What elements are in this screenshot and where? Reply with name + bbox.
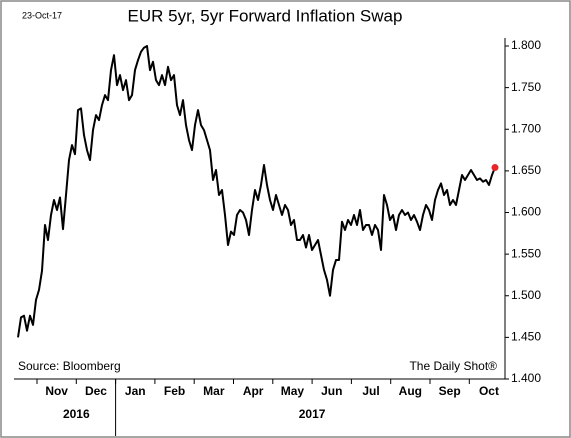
x-tick-label: Feb — [164, 384, 185, 398]
x-tick-label: Jun — [321, 384, 342, 398]
date-label: 23-Oct-17 — [22, 10, 62, 20]
y-tick-label: 1.400 — [511, 371, 541, 385]
chart-title: EUR 5yr, 5yr Forward Inflation Swap — [128, 6, 403, 25]
year-label: 2016 — [63, 407, 90, 421]
source-note: Source: Bloomberg — [18, 359, 121, 373]
x-tick-label: Sep — [439, 384, 461, 398]
y-tick-label: 1.750 — [511, 80, 541, 94]
x-tick-label: Apr — [243, 384, 264, 398]
x-tick-label: Dec — [85, 384, 107, 398]
x-tick-label: Jan — [125, 384, 146, 398]
credit-note: The Daily Shot® — [409, 359, 497, 373]
y-tick-label: 1.500 — [511, 288, 541, 302]
y-tick-label: 1.800 — [511, 38, 541, 52]
x-tick-label: Oct — [479, 384, 499, 398]
x-tick-label: Mar — [203, 384, 225, 398]
x-tick-label: Nov — [45, 384, 68, 398]
y-tick-label: 1.600 — [511, 205, 541, 219]
last-point — [491, 164, 499, 172]
line-series — [17, 45, 496, 338]
x-tick-label: Jul — [362, 384, 379, 398]
x-tick-label: May — [281, 384, 305, 398]
y-tick-label: 1.700 — [511, 121, 541, 135]
y-tick-label: 1.550 — [511, 246, 541, 260]
y-tick-label: 1.650 — [511, 163, 541, 177]
x-tick-label: Aug — [399, 384, 422, 398]
year-label: 2017 — [299, 407, 326, 421]
y-tick-label: 1.450 — [511, 330, 541, 344]
